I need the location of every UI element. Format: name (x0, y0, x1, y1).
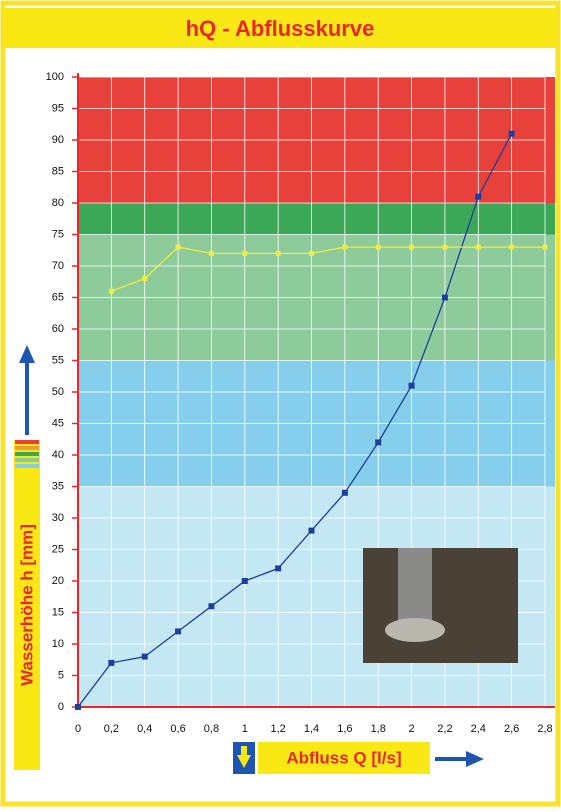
legend-swatch (15, 464, 39, 468)
data-point (309, 250, 314, 256)
legend-swatch (15, 446, 39, 450)
x-tick-label: 1,6 (337, 723, 352, 735)
x-tick-label: 0,8 (204, 723, 219, 735)
x-label-box (258, 742, 430, 774)
title-bar (3, 8, 558, 48)
x-tick-label: 0,6 (170, 723, 185, 735)
data-point (508, 130, 515, 137)
photo-detail (385, 618, 445, 642)
y-tick-label: 45 (52, 417, 64, 429)
series-line (111, 246, 545, 292)
y-tick-label: 65 (52, 291, 64, 303)
data-point (509, 244, 515, 250)
band (78, 203, 555, 235)
data-point (409, 244, 415, 250)
data-point (75, 704, 81, 710)
data-point (342, 244, 348, 250)
x-tick-label: 1 (242, 723, 248, 735)
series-line (78, 133, 513, 707)
data-point (242, 250, 248, 256)
data-point (241, 578, 248, 584)
y-tick-label: 85 (52, 165, 64, 177)
photo-detail (398, 548, 432, 628)
y-tick-label: 50 (52, 386, 64, 398)
data-point (475, 193, 482, 200)
data-point (208, 250, 214, 256)
y-tick-label: 40 (52, 449, 64, 461)
data-point (108, 659, 115, 666)
chart-title: hQ - Abflusskurve (186, 16, 375, 41)
y-tick-label: 0 (58, 701, 64, 713)
y-tick-label: 75 (52, 228, 64, 240)
down-arrow-stem (241, 746, 247, 756)
y-tick-label: 95 (52, 102, 64, 114)
x-tick-label: 1,8 (371, 723, 386, 735)
data-point (375, 439, 382, 446)
y-tick-label: 10 (52, 638, 64, 650)
x-tick-label: 1,2 (270, 723, 285, 735)
y-tick-label: 70 (52, 260, 64, 272)
y-tick-label: 20 (52, 575, 64, 587)
photo (363, 548, 518, 663)
arrow-head (466, 751, 484, 767)
y-tick-label: 80 (52, 197, 64, 209)
legend-swatch (15, 440, 39, 444)
arrow-head (19, 345, 35, 363)
x-tick-label: 0 (75, 723, 81, 735)
x-tick-label: 2,6 (504, 723, 519, 735)
y-axis-label: Wasserhöhe h [mm] (17, 524, 36, 686)
y-tick-label: 30 (52, 512, 64, 524)
data-point (308, 527, 315, 534)
y-tick-label: 25 (52, 543, 64, 555)
y-tick-label: 100 (46, 71, 64, 83)
x-tick-label: 2 (409, 723, 415, 735)
data-point (142, 276, 148, 282)
x-axis-label: Abfluss Q [l/s] (286, 748, 401, 767)
data-point (375, 244, 381, 250)
x-tick-label: 0,4 (137, 723, 152, 735)
data-point (175, 628, 182, 635)
y-label-box (14, 440, 40, 770)
y-tick-label: 5 (58, 669, 64, 681)
data-point (108, 288, 114, 294)
data-point (341, 489, 348, 496)
data-point (442, 244, 448, 250)
data-point (141, 653, 148, 660)
data-point (275, 565, 282, 572)
y-tick-label: 60 (52, 323, 64, 335)
y-tick-label: 55 (52, 354, 64, 366)
data-point (175, 244, 181, 250)
y-tick-label: 90 (52, 134, 64, 146)
data-point (275, 250, 281, 256)
x-tick-label: 1,4 (304, 723, 319, 735)
x-tick-label: 2,8 (537, 723, 552, 735)
data-point (408, 382, 415, 389)
data-point (208, 603, 215, 610)
data-point (475, 244, 481, 250)
x-tick-label: 2,2 (437, 723, 452, 735)
data-point (441, 294, 448, 301)
y-tick-label: 15 (52, 606, 64, 618)
legend-swatch (15, 458, 39, 462)
x-tick-label: 2,4 (471, 723, 486, 735)
x-tick-label: 0,2 (104, 723, 119, 735)
down-arrow (237, 755, 251, 768)
data-point (542, 244, 548, 250)
legend-swatch (15, 452, 39, 456)
y-tick-label: 35 (52, 480, 64, 492)
